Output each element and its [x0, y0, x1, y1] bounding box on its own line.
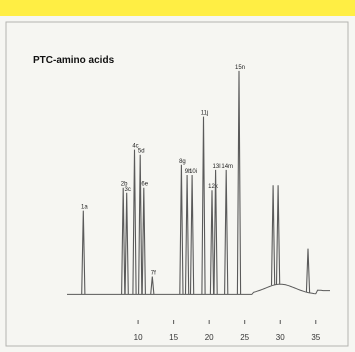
x-tick-label-10: 10	[134, 333, 143, 342]
x-tick-label-20: 20	[205, 333, 214, 342]
peak-9	[184, 174, 190, 295]
peak-label-3: 3c	[125, 187, 131, 193]
peak-15	[236, 70, 242, 295]
peak-8	[179, 164, 184, 295]
peak-label-4: 4c	[132, 144, 138, 150]
peak-label-9: 9h	[185, 169, 192, 175]
peak-18	[305, 248, 311, 293]
peak-label-8: 8g	[179, 159, 186, 165]
peak-label-1: 1a	[81, 205, 88, 211]
peak-label-13: 13l	[213, 164, 221, 170]
peak-label-11: 11j	[201, 111, 209, 117]
peak-label-15: 15n	[235, 65, 245, 71]
peak-11	[201, 116, 206, 295]
peak-4	[132, 149, 137, 295]
peak-14	[224, 169, 229, 295]
peak-label-6: 6e	[141, 182, 148, 188]
x-tick-label-35: 35	[311, 333, 320, 342]
x-tick-label-25: 25	[240, 333, 249, 342]
peak-2	[121, 187, 126, 295]
chart-paper	[0, 16, 355, 352]
peak-label-7: 7f	[151, 271, 156, 277]
peak-5	[138, 154, 143, 295]
x-tick-label-30: 30	[276, 333, 285, 342]
top-highlight-band	[0, 0, 355, 16]
peak-1	[81, 210, 86, 295]
peak-13	[213, 169, 218, 295]
x-tick-label-15: 15	[169, 333, 178, 342]
peak-label-14: 14m	[221, 164, 233, 170]
peak-12	[209, 190, 215, 295]
peak-3	[124, 192, 129, 295]
peak-label-2: 2b	[121, 182, 128, 188]
chart-title: PTC-amino acids	[33, 55, 115, 66]
peak-7	[150, 276, 155, 295]
peak-label-12: 12k	[208, 184, 219, 190]
peak-6	[141, 187, 146, 295]
peak-10	[189, 174, 195, 295]
chart-border	[5, 21, 349, 347]
peak-label-5: 5d	[138, 149, 145, 155]
peak-label-10: 10i	[189, 169, 197, 175]
peak-16	[270, 185, 276, 286]
baseline-trace	[67, 283, 330, 295]
peak-17	[275, 185, 281, 285]
